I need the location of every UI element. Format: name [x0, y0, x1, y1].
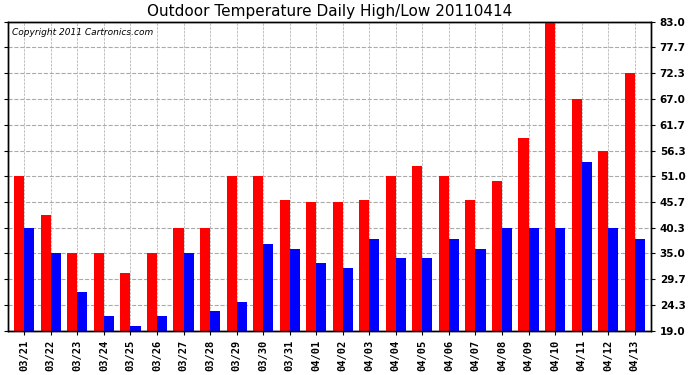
Bar [422, 258, 433, 375]
Bar [316, 263, 326, 375]
Bar [41, 215, 51, 375]
Bar [104, 316, 114, 375]
Bar [582, 162, 592, 375]
Bar [237, 302, 247, 375]
Bar [120, 273, 130, 375]
Bar [449, 239, 459, 375]
Bar [210, 311, 220, 375]
Bar [475, 249, 486, 375]
Bar [226, 176, 237, 375]
Bar [306, 202, 316, 375]
Bar [279, 200, 290, 375]
Bar [359, 200, 369, 375]
Bar [502, 228, 512, 375]
Bar [184, 254, 194, 375]
Bar [369, 239, 380, 375]
Bar [130, 326, 141, 375]
Bar [466, 200, 475, 375]
Bar [67, 254, 77, 375]
Bar [624, 74, 635, 375]
Bar [598, 151, 608, 375]
Bar [24, 228, 34, 375]
Bar [439, 176, 449, 375]
Bar [94, 254, 104, 375]
Bar [77, 292, 88, 375]
Bar [343, 268, 353, 375]
Bar [555, 228, 565, 375]
Bar [51, 254, 61, 375]
Bar [290, 249, 299, 375]
Bar [571, 99, 582, 375]
Bar [200, 228, 210, 375]
Bar [147, 254, 157, 375]
Bar [492, 181, 502, 375]
Bar [396, 258, 406, 375]
Bar [333, 202, 343, 375]
Bar [386, 176, 396, 375]
Bar [608, 228, 618, 375]
Bar [253, 176, 263, 375]
Bar [635, 239, 645, 375]
Bar [545, 22, 555, 375]
Title: Outdoor Temperature Daily High/Low 20110414: Outdoor Temperature Daily High/Low 20110… [147, 4, 512, 19]
Bar [413, 166, 422, 375]
Bar [173, 228, 184, 375]
Text: Copyright 2011 Cartronics.com: Copyright 2011 Cartronics.com [12, 28, 152, 37]
Bar [263, 244, 273, 375]
Bar [518, 138, 529, 375]
Bar [157, 316, 167, 375]
Bar [529, 228, 539, 375]
Bar [14, 176, 24, 375]
